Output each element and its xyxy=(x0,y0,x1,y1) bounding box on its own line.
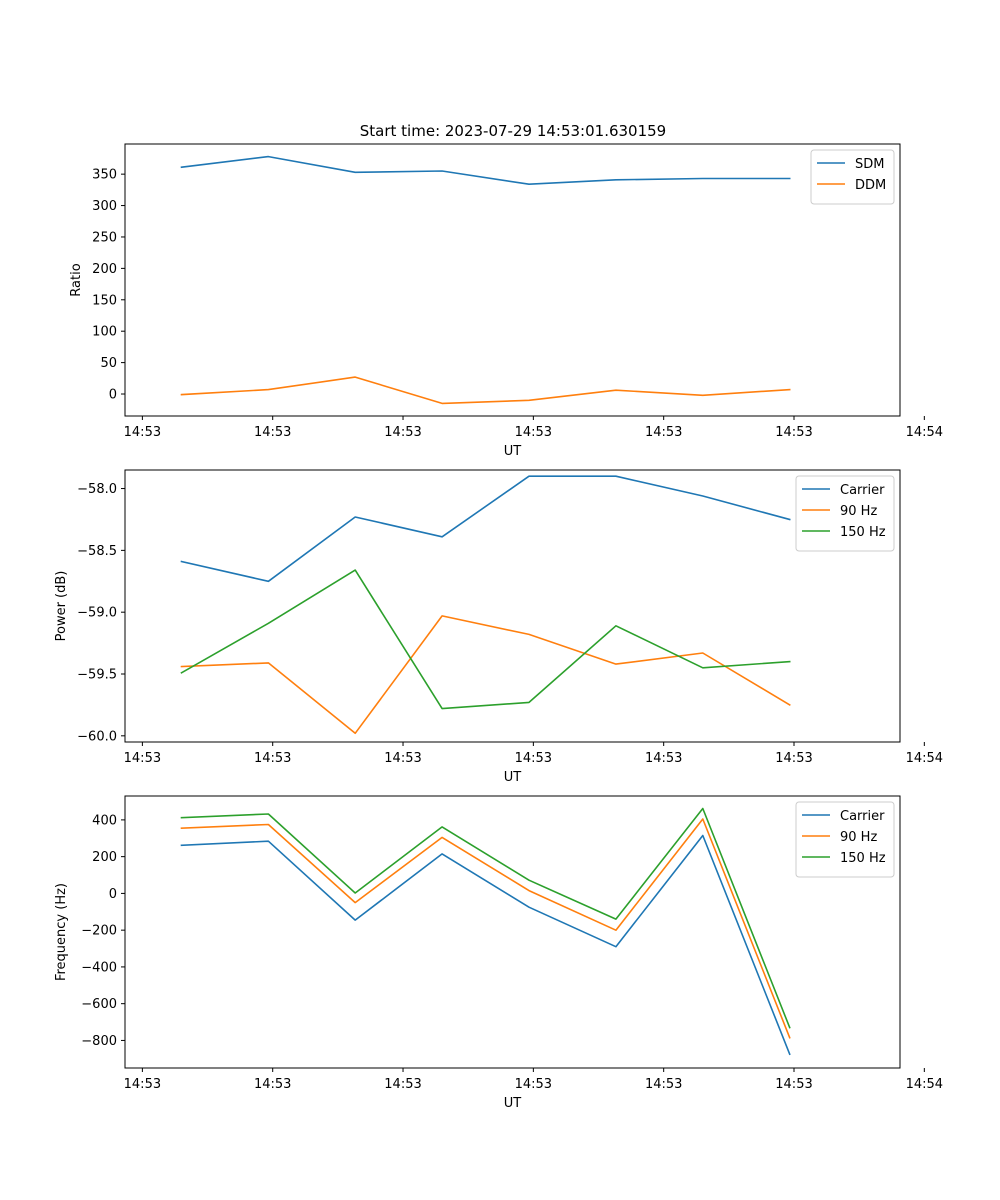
axes-frame xyxy=(124,469,901,743)
series-line-ddm xyxy=(180,376,791,405)
x-tick-label: 14:53 xyxy=(775,751,812,766)
y-tick-label: 0 xyxy=(109,388,117,403)
legend: SDM DDM xyxy=(810,149,895,205)
y-tick-label: −200 xyxy=(81,924,117,939)
y-tick-label: 150 xyxy=(92,293,117,308)
y-tick-label: −58.5 xyxy=(77,544,117,559)
series-line-carrier xyxy=(180,475,791,583)
y-tick-label: −800 xyxy=(81,1034,117,1049)
x-tick-label: 14:53 xyxy=(775,425,812,440)
series-line-90-hz xyxy=(180,615,791,735)
x-tick-label: 14:53 xyxy=(515,1077,552,1092)
x-tick-label: 14:53 xyxy=(515,425,552,440)
legend-label: 150 Hz xyxy=(840,851,886,866)
legend-label: 90 Hz xyxy=(840,830,877,845)
x-tick-label: 14:53 xyxy=(254,425,291,440)
legend-box xyxy=(795,475,895,552)
x-tick-label: 14:53 xyxy=(254,751,291,766)
x-tick-label: 14:53 xyxy=(124,751,161,766)
series-line-carrier xyxy=(180,834,791,1056)
y-tick-label: −60.0 xyxy=(77,729,117,744)
y-axis-label: Frequency (Hz) xyxy=(54,883,69,981)
x-axis-label: UT xyxy=(504,1096,522,1111)
legend-label: Carrier xyxy=(840,483,885,498)
y-axis-label: Power (dB) xyxy=(54,571,69,642)
legend-label: DDM xyxy=(855,178,886,193)
y-tick-label: −400 xyxy=(81,960,117,975)
y-tick-label: 50 xyxy=(100,356,117,371)
axes-frame xyxy=(124,143,901,417)
legend: Carrier 90 Hz 150 Hz xyxy=(795,475,895,552)
chart-panels: 14:53 14:53 14:53 14:53 14:53 14:53 14:54 0 50 10… xyxy=(54,143,943,1111)
series-line-150-hz xyxy=(180,569,791,710)
x-tick-label: 14:54 xyxy=(906,751,943,766)
chart-title: Start time: 2023-07-29 14:53:01.630159 xyxy=(360,122,666,140)
legend-label: Carrier xyxy=(840,809,885,824)
panel-1: 14:53 14:53 14:53 14:53 14:53 14:53 14:54 0 50 10… xyxy=(69,143,943,459)
x-tick-label: 14:53 xyxy=(645,425,682,440)
legend-label: SDM xyxy=(855,157,884,172)
y-tick-label: −600 xyxy=(81,997,117,1012)
x-tick-label: 14:53 xyxy=(384,425,421,440)
series-line-150-hz xyxy=(180,807,791,1029)
y-tick-label: −59.5 xyxy=(77,668,117,683)
x-tick-label: 14:54 xyxy=(906,1077,943,1092)
y-tick-label: 250 xyxy=(92,230,117,245)
x-tick-label: 14:53 xyxy=(515,751,552,766)
x-tick-label: 14:53 xyxy=(124,425,161,440)
y-tick-label: 0 xyxy=(109,887,117,902)
x-tick-label: 14:53 xyxy=(645,1077,682,1092)
y-axis-label: Ratio xyxy=(69,263,84,296)
x-tick-label: 14:53 xyxy=(124,1077,161,1092)
legend: Carrier 90 Hz 150 Hz xyxy=(795,801,895,878)
series-line-sdm xyxy=(180,155,791,185)
y-tick-label: 400 xyxy=(92,813,117,828)
y-tick-label: 100 xyxy=(92,325,117,340)
panel-2: 14:53 14:53 14:53 14:53 14:53 14:53 14:54 −60.0… xyxy=(54,469,943,785)
y-tick-label: 300 xyxy=(92,199,117,214)
y-tick-label: 350 xyxy=(92,168,117,183)
axes-frame xyxy=(124,795,901,1069)
x-tick-label: 14:53 xyxy=(384,1077,421,1092)
x-axis-label: UT xyxy=(504,770,522,785)
panel-3: 14:53 14:53 14:53 14:53 14:53 14:53 14:54 −800 −… xyxy=(54,795,943,1111)
y-tick-label: 200 xyxy=(92,850,117,865)
x-tick-label: 14:54 xyxy=(906,425,943,440)
y-tick-label: −58.0 xyxy=(77,482,117,497)
legend-label: 150 Hz xyxy=(840,525,886,540)
x-tick-label: 14:53 xyxy=(775,1077,812,1092)
legend-label: 90 Hz xyxy=(840,504,877,519)
x-tick-label: 14:53 xyxy=(254,1077,291,1092)
x-tick-label: 14:53 xyxy=(645,751,682,766)
x-axis-label: UT xyxy=(504,444,522,459)
y-tick-label: −59.0 xyxy=(77,606,117,621)
x-tick-label: 14:53 xyxy=(384,751,421,766)
legend-box xyxy=(795,801,895,878)
y-tick-label: 200 xyxy=(92,262,117,277)
series-line-90-hz xyxy=(180,818,791,1039)
